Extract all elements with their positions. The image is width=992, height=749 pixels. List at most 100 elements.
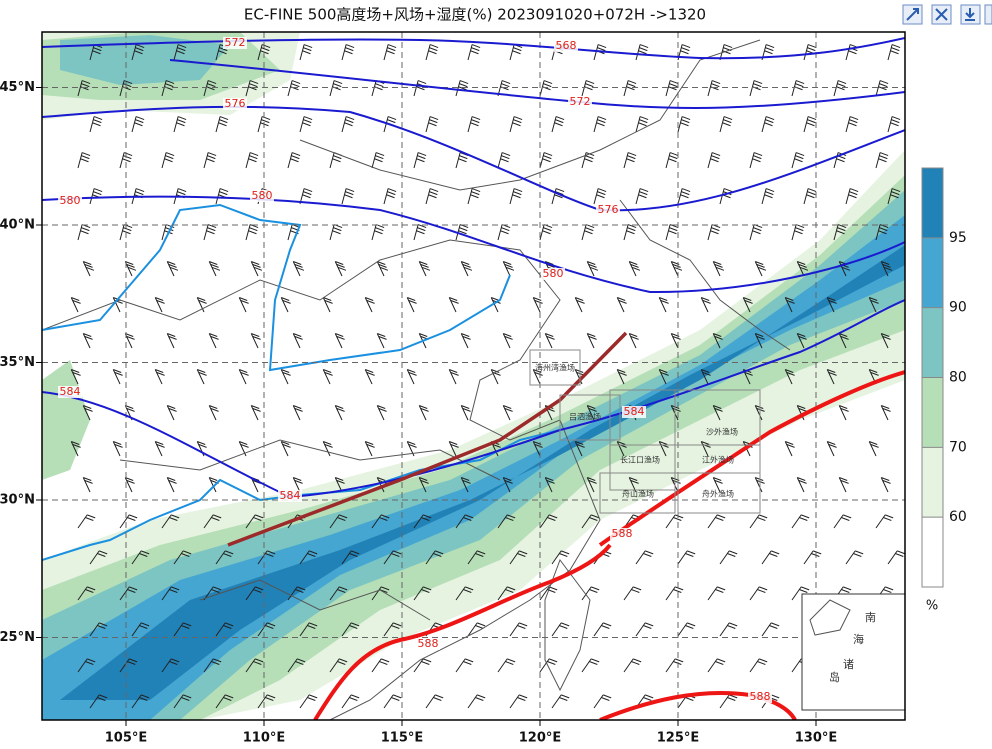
wind-barb (208, 405, 219, 421)
wind-barb (712, 405, 723, 421)
wind-barb (425, 44, 439, 61)
wind-barb (887, 188, 901, 205)
wind-barb (292, 261, 305, 277)
wind-barb (719, 116, 733, 133)
wind-barb (341, 694, 360, 709)
wind-barb (364, 297, 375, 313)
wind-barb (287, 152, 301, 169)
wind-barb (257, 116, 271, 133)
button[interactable] (984, 4, 992, 25)
wind-barb (280, 441, 291, 457)
contour-labels: 572 568 576 572 580 580 576 580 584 584 584 588 588 5… (58, 36, 772, 703)
wind-barb (623, 586, 642, 601)
wind-barb (215, 116, 229, 133)
wind-barb (341, 550, 360, 565)
wind-barb (670, 261, 683, 277)
contour-label-bg (554, 40, 578, 52)
wind-barb (77, 224, 91, 241)
wind-barb (112, 369, 123, 385)
wind-barb (376, 405, 387, 421)
wind-barb (77, 586, 96, 601)
wind-barb (833, 80, 847, 97)
wind-barb (658, 297, 669, 313)
wind-barb (467, 116, 481, 133)
wind-barb (803, 188, 817, 205)
wind-barb (539, 80, 553, 97)
wind-barb (539, 514, 558, 529)
wind-barb (161, 224, 175, 241)
wind-barb (502, 261, 515, 277)
wind-barb (593, 44, 607, 61)
y-tick-label: 40°N (0, 218, 35, 233)
wind-barb (880, 477, 891, 493)
fishing-ground-label: 沙外渔场 (706, 427, 738, 437)
wind-barb (322, 441, 333, 457)
wind-barb (677, 116, 691, 133)
wind-barb (70, 369, 81, 385)
wind-barb (875, 224, 889, 241)
wind-barb (112, 441, 123, 457)
contour-label-bg (622, 406, 646, 418)
wind-barb (460, 477, 471, 493)
y-tick-label: 35°N (0, 355, 35, 370)
wind-barb (131, 44, 145, 61)
wind-barb (875, 152, 889, 169)
wind-barb (341, 188, 355, 205)
wind-barb (257, 44, 271, 61)
wind-barb (341, 116, 355, 133)
wind-barb (665, 514, 684, 529)
wind-barb (581, 658, 600, 673)
wind-barb (593, 188, 607, 205)
wind-barb (334, 261, 347, 277)
wind-barb (509, 188, 523, 205)
wind-barb (544, 333, 555, 349)
wind-barb (551, 188, 565, 205)
wind-barb (796, 477, 807, 493)
wind-barb (887, 550, 905, 565)
wind-barb (161, 586, 180, 601)
wind-barb (448, 297, 459, 313)
wind-barb (329, 80, 343, 97)
contour-label-bg (596, 204, 620, 216)
wind-barb (383, 116, 397, 133)
wind-barb (245, 514, 264, 529)
x-tick-label: 105°E (105, 731, 148, 746)
wind-barb (719, 694, 738, 709)
colorbar-segment (922, 237, 943, 308)
wind-barb (749, 152, 763, 169)
wind-barb (502, 405, 513, 421)
wind-barb (425, 116, 439, 133)
wind-barb (677, 44, 691, 61)
wind-barb (250, 261, 263, 277)
wind-barb (245, 658, 264, 673)
wind-barb (845, 44, 859, 61)
inset-label: 诸 (843, 658, 854, 671)
wind-barb (245, 586, 264, 601)
contour-label: 584 (60, 385, 81, 398)
wind-barb (700, 297, 711, 313)
contour-label-bg (278, 490, 302, 502)
wind-barb (742, 297, 753, 313)
wind-barb (77, 80, 91, 97)
wind-barb (623, 224, 637, 241)
wind-barb (467, 44, 481, 61)
wind-barb (161, 658, 180, 673)
wind-barb (131, 694, 150, 709)
wind-barb (383, 622, 402, 637)
wind-barb (77, 152, 91, 169)
wind-barb (425, 188, 439, 205)
colorbar-label: 80 (949, 370, 967, 386)
wind-barb (497, 80, 511, 97)
wind-barb (425, 550, 444, 565)
wind-barb (119, 586, 138, 601)
wind-barb (418, 261, 431, 277)
wind-barb (796, 261, 809, 277)
wind-barb (887, 44, 901, 61)
wind-barb (173, 622, 192, 637)
wind-barb (119, 80, 133, 97)
wind-barb (166, 333, 177, 349)
wind-barb (154, 297, 165, 313)
wind-barb (119, 224, 133, 241)
wind-barb (497, 658, 516, 673)
